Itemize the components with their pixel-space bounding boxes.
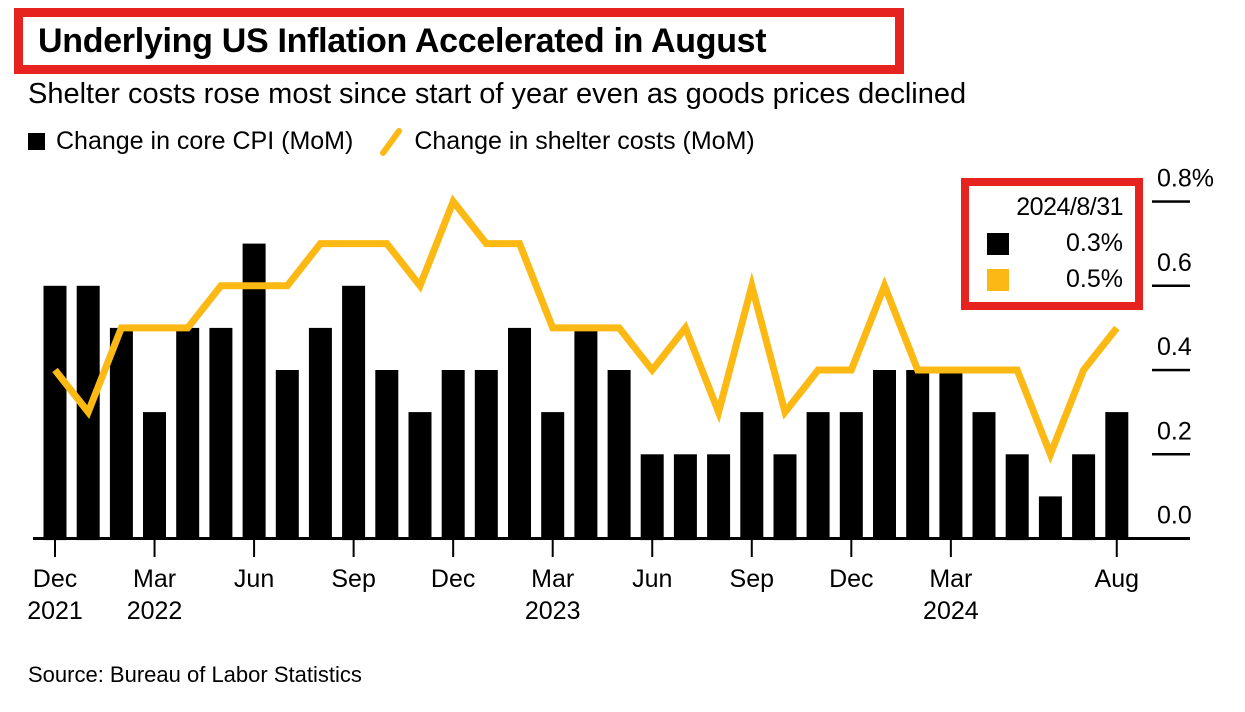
bar-core-cpi[interactable] [441,370,465,540]
bar-core-cpi[interactable] [873,370,896,540]
bar-core-cpi[interactable] [541,412,565,540]
x-axis-month-label: Mar [929,565,972,593]
legend-item-label: Change in core CPI (MoM) [56,127,354,155]
x-axis-year-label: 2022 [127,597,183,625]
bar-core-cpi[interactable] [574,327,598,540]
bar-core-cpi[interactable] [1072,454,1096,541]
bar-core-cpi[interactable] [640,454,664,541]
x-axis-month-label: Jun [632,565,672,593]
x-axis-month-label: Dec [431,565,475,593]
bar-core-cpi[interactable] [275,370,299,540]
tooltip-date: 2024/8/31 [1016,193,1123,221]
legend-item-core-cpi[interactable]: Change in core CPI (MoM) [28,127,353,156]
legend-item-label: Change in shelter costs (MoM) [414,127,755,155]
x-axis-month-label: Sep [331,565,375,593]
y-axis-tick-dash [1152,453,1190,456]
bar-core-cpi[interactable] [1038,496,1062,540]
tooltip: 2024/8/31 0.3% 0.5% [961,178,1143,310]
legend: Change in core CPI (MoM) Change in shelt… [28,127,755,156]
tooltip-shelter-swatch-icon [987,268,1009,291]
x-axis-year-label: 2024 [923,597,979,625]
y-axis-tick-dash [1152,368,1190,372]
bar-core-cpi[interactable] [508,327,531,540]
bar-core-cpi[interactable] [707,454,731,541]
tooltip-core-value: 0.3% [1066,229,1123,257]
chart-subtitle: Shelter costs rose most since start of y… [28,78,967,110]
tooltip-row-shelter: 0.5% [987,265,1123,294]
legend-item-shelter[interactable]: Change in shelter costs (MoM) [379,127,755,156]
y-axis-label: 0.2 [1157,417,1192,445]
x-axis-month-label: Mar [133,565,176,593]
bar-core-cpi[interactable] [43,285,67,541]
y-axis-label: 0.8% [1157,165,1214,193]
y-axis-label: 0.0 [1157,502,1192,530]
bar-core-cpi[interactable] [607,370,631,540]
y-axis-tick-dash [1152,200,1190,203]
bar-core-cpi[interactable] [1105,412,1129,540]
bar-core-cpi[interactable] [408,412,432,540]
bar-core-cpi[interactable] [773,454,797,541]
bar-core-cpi[interactable] [375,370,399,540]
x-axis-month-label: Dec [829,565,873,593]
bar-core-cpi[interactable] [209,327,233,540]
y-axis-tick-dash [1152,284,1190,287]
tooltip-core-swatch-icon [987,232,1009,255]
bar-core-cpi[interactable] [972,412,996,540]
bar-core-cpi[interactable] [939,370,963,540]
x-axis-year-label: 2021 [27,597,83,625]
source-note: Source: Bureau of Labor Statistics [28,662,362,687]
bar-core-cpi[interactable] [806,412,830,540]
bar-series-swatch-icon [28,133,45,150]
bar-core-cpi[interactable] [474,370,498,540]
bar-core-cpi[interactable] [740,412,764,540]
x-axis-year-label: 2023 [525,597,581,625]
line-series-slash-icon [380,127,403,156]
bar-core-cpi[interactable] [906,370,930,540]
bar-core-cpi[interactable] [673,454,697,541]
bar-core-cpi[interactable] [143,412,166,540]
x-axis-line [33,537,1190,540]
tooltip-row-core: 0.3% [987,229,1123,258]
x-axis-month-label: Jun [234,565,274,593]
x-axis-month-label: Aug [1095,565,1139,593]
y-axis-label: 0.4 [1157,333,1192,361]
bar-core-cpi[interactable] [308,327,332,540]
bar-core-cpi[interactable] [176,327,200,540]
x-axis-month-label: Dec [33,565,77,593]
x-axis-month-label: Mar [531,565,574,593]
bar-core-cpi[interactable] [109,327,133,540]
title-annotation-box: Underlying US Inflation Accelerated in A… [14,8,904,74]
bar-core-cpi[interactable] [839,412,863,540]
x-axis-month-label: Sep [730,565,774,593]
shelter-line[interactable] [52,194,1120,464]
bar-core-cpi[interactable] [242,243,266,540]
bar-core-cpi[interactable] [1005,454,1029,541]
bar-core-cpi[interactable] [342,285,366,541]
tooltip-shelter-value: 0.5% [1066,265,1123,293]
chart-title: Underlying US Inflation Accelerated in A… [38,21,767,60]
y-axis-label: 0.6 [1157,249,1192,277]
